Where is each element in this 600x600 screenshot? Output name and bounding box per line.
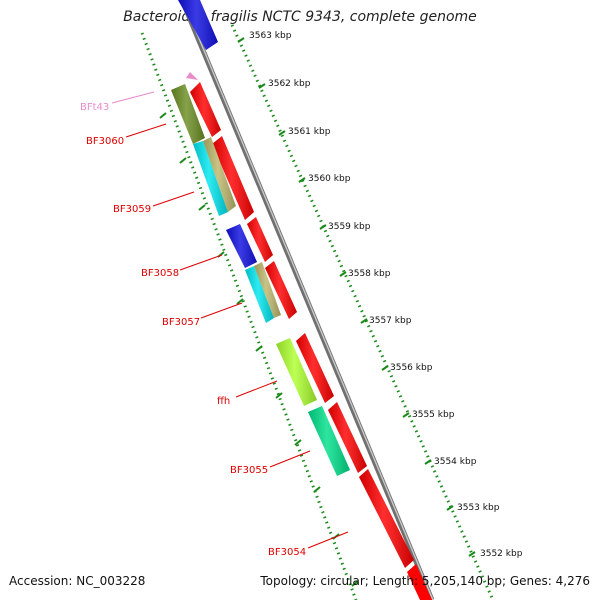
cog-block-tan (203, 137, 236, 212)
ruler-label: 3556 kbp (390, 363, 433, 373)
ruler-tick (468, 551, 476, 557)
gene-block-bf3055 (328, 402, 367, 473)
map-title: Bacteroides fragilis NCTC 9343, complete… (123, 9, 477, 25)
leader-line (269, 450, 311, 468)
ruler-tick (198, 204, 206, 211)
cog-block-cyan (193, 141, 228, 216)
gene-label-bf3058: BF3058 (141, 268, 179, 279)
gene-block-ffh (296, 333, 334, 403)
gene-label-bf3054: BF3054 (268, 547, 306, 558)
cog-block-lime (276, 338, 317, 406)
leader-line (125, 123, 167, 138)
ruler-tick (237, 37, 245, 43)
gene-block-bf3057 (265, 261, 297, 319)
ruler-label: 3555 kbp (412, 410, 455, 420)
trna-bft43-glyph (186, 72, 198, 80)
leader-line (179, 254, 223, 271)
gene-label-bf3059: BF3059 (113, 204, 151, 215)
cog-block-tan-2 (254, 262, 281, 318)
gene-block-bf3060 (190, 82, 221, 137)
ruler-label: 3552 kbp (480, 549, 523, 559)
feature-blue-top (178, 0, 218, 50)
leader-line (200, 302, 243, 319)
leader-line (111, 91, 155, 104)
ruler-tick (446, 505, 454, 511)
ruler-label: 3560 kbp (308, 174, 351, 184)
cog-block-spring-green (308, 406, 350, 476)
ruler (140, 24, 495, 600)
cog-block-olive (171, 84, 205, 144)
gene-label-bft43: BFt43 (80, 102, 109, 113)
ruler-tick (278, 130, 286, 136)
ruler-tick (294, 439, 302, 446)
ruler-tick (402, 412, 410, 418)
gene-label-bf3055: BF3055 (230, 465, 268, 476)
gene-label-ffh: ffh (217, 396, 230, 407)
ruler-tick (339, 271, 347, 277)
cog-block-blue (226, 224, 257, 268)
gene-label-bf3060: BF3060 (86, 136, 124, 147)
ruler-tick (360, 318, 368, 324)
ruler-tick (351, 580, 359, 587)
ruler-tick (424, 459, 432, 465)
gene-block-bottom (407, 564, 432, 600)
ruler-tick (255, 345, 263, 352)
gene-labels: BFt43 BF3060 BF3059 BF3058 BF3057 ffh BF… (80, 102, 306, 558)
cog-category-blocks (171, 84, 350, 476)
gene-block-bf3059 (212, 136, 254, 220)
ruler-tick (275, 392, 283, 399)
red-gene-blocks (190, 82, 432, 600)
gene-block-bf3054 (359, 469, 414, 568)
ruler-label: 3553 kbp (457, 503, 500, 513)
ruler-label: 3554 kbp (434, 457, 477, 467)
ruler-tick (319, 224, 327, 230)
ruler-label: 3563 kbp (249, 31, 292, 41)
ruler-label: 3561 kbp (288, 127, 331, 137)
ruler-tick (298, 177, 306, 183)
gene-label-leaders (111, 91, 349, 549)
leader-line (235, 380, 278, 398)
leader-line (307, 531, 349, 549)
cog-block-cyan-2 (245, 266, 274, 323)
ruler-ticks: 3563 kbp 3562 kbp 3561 kbp 3560 kbp 3559… (159, 31, 523, 587)
ruler-tick (236, 298, 244, 305)
gene-block-bf3058 (247, 217, 273, 262)
ruler-tick (179, 157, 187, 164)
ruler-label: 3559 kbp (328, 222, 371, 232)
gene-label-bf3057: BF3057 (162, 317, 200, 328)
backbone (179, 0, 435, 600)
ruler-label: 3562 kbp (268, 79, 311, 89)
accession-text: Accession: NC_003228 (9, 574, 146, 588)
ruler-tick (258, 83, 266, 89)
ruler-tick (313, 486, 321, 493)
ruler-label: 3557 kbp (369, 316, 412, 326)
ruler-label: 3558 kbp (348, 269, 391, 279)
topology-text: Topology: circular; Length: 5,205,140 bp… (260, 574, 590, 588)
leader-line (152, 191, 195, 207)
ruler-tick (381, 365, 389, 371)
ruler-tick (159, 112, 167, 119)
